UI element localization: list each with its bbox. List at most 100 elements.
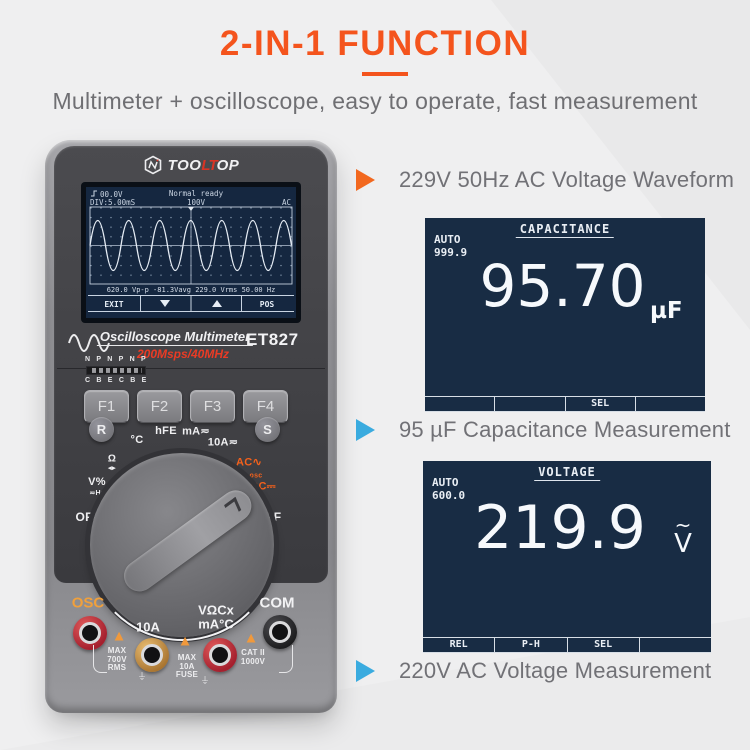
screen-title: CAPACITANCE (515, 222, 615, 238)
product-type-label: Oscilloscope Multimeter (96, 329, 254, 346)
socket-letters-bottom: C B E C B E (85, 377, 149, 384)
bracket-left (93, 645, 107, 673)
ground-icon: ⏚ (137, 671, 147, 682)
dial-label-hz: ≂Hz (89, 490, 105, 497)
max-10a-fuse-text: MAX 10A FUSE (175, 653, 199, 680)
scope-div: DIV:5.00mS (90, 198, 136, 207)
measurement-unit: ~ V (666, 513, 700, 557)
brand-part-accent: LT (201, 156, 217, 174)
page-title: 2-IN-1 FUNCTION (219, 24, 531, 63)
capacitance-screen: CAPACITANCE AUTO 999.9 95.70 µF SEL (425, 218, 705, 412)
f3-button[interactable]: F3 (190, 390, 235, 423)
max-line: 10A (179, 661, 195, 671)
screen-mode: AUTO (432, 476, 459, 489)
com-jack[interactable] (263, 615, 297, 649)
trigger-edge-icon (91, 190, 97, 197)
screen-title: VOLTAGE (534, 465, 600, 481)
screen-range: 999.9 (434, 246, 468, 259)
scope-status: Normal ready (169, 189, 224, 198)
scope-range: 100V (187, 198, 206, 207)
softkey-cell-sel: SEL (566, 638, 639, 652)
max-line: MAX (177, 653, 197, 662)
warning-triangle-icon: ▲ (243, 629, 259, 647)
jack-hole (269, 621, 291, 643)
dial-symbol-ohm-diode: Ω (107, 453, 117, 465)
brand-part-right: OP (216, 156, 240, 174)
cat-line: 1000V (240, 656, 266, 666)
oscilloscope-screen: 00.0V Normal ready DIV:5.00mS 100V AC 62… (81, 182, 301, 323)
brand-hexagon-icon (144, 155, 161, 175)
jack-hole (209, 644, 231, 666)
cat-line: CAT II (241, 648, 265, 657)
jack-hole (141, 644, 163, 666)
dial-label-ac: AC∿ (235, 456, 263, 469)
max-line: MAX (107, 646, 127, 655)
screen-range: 600.0 (432, 489, 466, 502)
vocx-jack[interactable] (203, 638, 237, 672)
screen-softkey-bar: REL P-H SEL (423, 637, 711, 653)
scope-trigger-level: 00.0V (100, 190, 123, 199)
warning-triangle-icon: ▲ (177, 632, 193, 650)
oscilloscope-display: 00.0V Normal ready DIV:5.00mS 100V AC 62… (86, 187, 296, 318)
dial-label-volts: V% (88, 476, 106, 488)
warning-triangle-icon: ▲ (111, 627, 127, 645)
softkey-cell (425, 397, 494, 411)
dial-label-10a: 10A≂ (207, 436, 239, 449)
softkey-cell-sel: SEL (564, 397, 635, 411)
product-spec-label: 200Msps/40MHz (136, 347, 230, 361)
feature-label: 220V AC Voltage Measurement (399, 658, 712, 683)
vocx-jack-label: VΩCx (198, 602, 234, 618)
osc-jack[interactable] (73, 616, 107, 650)
voltage-screen: VOLTAGE AUTO 600.0 219.9 ~ V REL P-H SEL (423, 461, 711, 653)
dial-label-temperature: °C (130, 434, 144, 446)
dial-symbol-arrows: ◂▸ (108, 465, 116, 472)
softkey-cell (638, 638, 711, 652)
title-underline (362, 72, 408, 76)
softkey-cell-ph: P-H (494, 638, 566, 652)
scope-measurements: 620.0 Vp-p -81.3Vavg 229.0 Vrms 50.00 Hz (107, 286, 276, 294)
f4-button[interactable]: F4 (243, 390, 288, 423)
sine-wave-icon (68, 334, 110, 352)
dial-arc-highlight (86, 449, 278, 641)
model-number: ET827 (246, 330, 299, 349)
screen-softkey-bar: SEL (425, 396, 705, 412)
feature-label: 229V 50Hz AC Voltage Waveform (399, 167, 735, 192)
10a-jack[interactable] (135, 638, 169, 672)
dial-label-hfe: hFE (155, 425, 177, 437)
jack-hole (79, 622, 101, 644)
ac-tilde: ~ (674, 513, 692, 537)
s-button[interactable]: S (255, 417, 280, 442)
softkey-cell (634, 397, 705, 411)
feature-label: 95 µF Capacitance Measurement (399, 417, 731, 442)
feature-row-voltage: 220V AC Voltage Measurement (356, 658, 711, 684)
max-line: RMS (107, 663, 127, 672)
scope-menu-exit: EXIT (104, 300, 123, 309)
panel-groove (57, 368, 325, 369)
blue-triangle-bullet-icon (356, 419, 375, 441)
multimeter-device: TOOLTOP 00.0V Normal ready DIV:5.00mS 10… (45, 140, 337, 717)
arrow-down-icon (160, 300, 170, 307)
scope-menu-pos: POS (260, 300, 275, 309)
max-700v-text: MAX 700V RMS (107, 646, 127, 673)
bracket-right (279, 645, 293, 673)
dial-label-osc: osc (249, 472, 263, 480)
softkey-cell-rel: REL (449, 639, 468, 650)
max-line: FUSE (175, 670, 199, 679)
dial-label-ma: mA≂ (182, 425, 210, 438)
brand-logo: TOOLTOP (45, 152, 337, 178)
sine-waveform (89, 220, 293, 271)
feature-row-waveform: 229V 50Hz AC Voltage Waveform (356, 167, 734, 193)
blue-triangle-bullet-icon (356, 660, 375, 682)
page-subtitle: Multimeter + oscilloscope, easy to opera… (52, 88, 698, 114)
measurement-value: 95.70 (479, 252, 646, 320)
measurement-value: 219.9 (474, 493, 646, 563)
transistor-socket (86, 366, 146, 375)
orange-triangle-bullet-icon (356, 169, 375, 191)
r-button[interactable]: R (89, 417, 114, 442)
measurement-unit: µF (650, 298, 683, 324)
socket-letters-top: N P N P N P (85, 356, 148, 363)
cat2-1000v-text: CAT II 1000V (240, 648, 266, 666)
scope-coupling: AC (282, 198, 291, 207)
f2-button[interactable]: F2 (137, 390, 182, 423)
